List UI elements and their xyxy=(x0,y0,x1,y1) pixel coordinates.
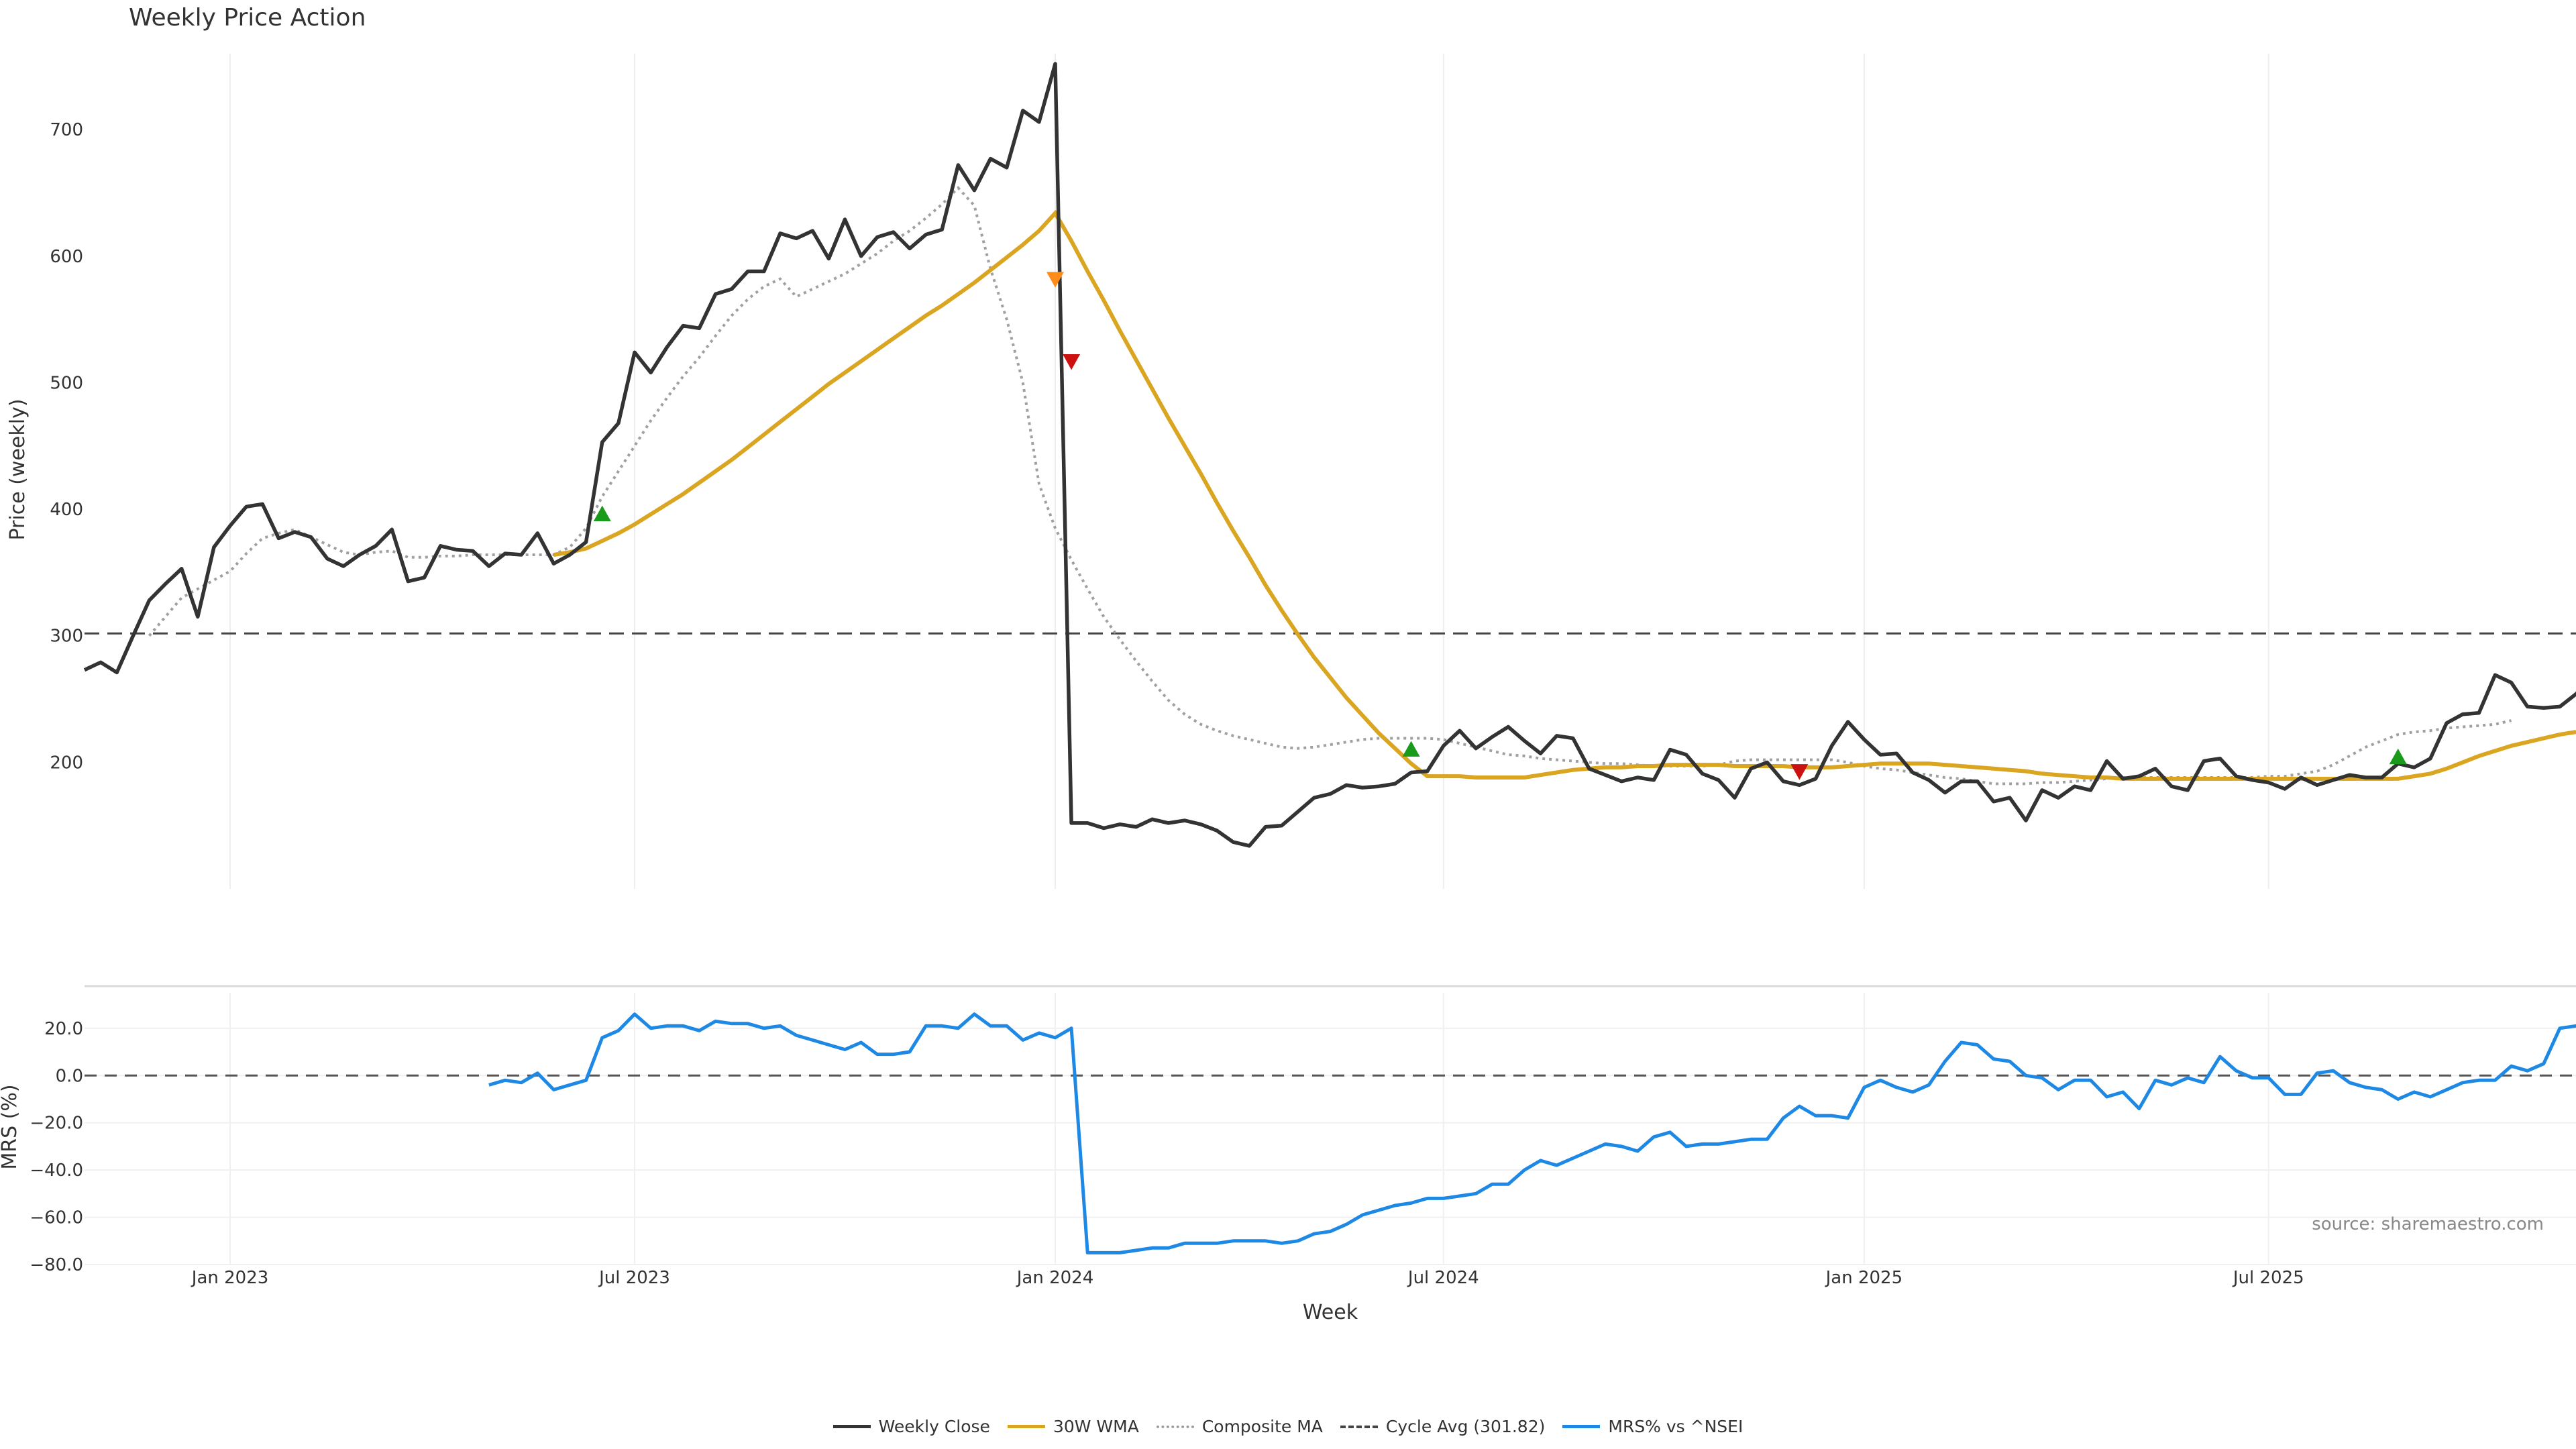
x-tick-label: Jan 2025 xyxy=(1825,1268,1903,1288)
mrs-y-tick-label: −60.0 xyxy=(30,1208,83,1228)
x-tick-label: Jul 2024 xyxy=(1407,1268,1479,1288)
price-gridlines xyxy=(229,54,2269,889)
price-y-tick-label: 600 xyxy=(50,247,83,267)
price-y-tick-label: 400 xyxy=(50,500,83,520)
legend: Weekly Close 30W WMA Composite MA Cycle … xyxy=(0,1417,2576,1436)
price-y-axis-label: Price (weekly) xyxy=(6,398,30,540)
legend-label-mrs: MRS% vs ^NSEI xyxy=(1608,1417,1743,1436)
x-tick-label: Jul 2023 xyxy=(598,1268,670,1288)
legend-item-close: Weekly Close xyxy=(833,1417,990,1436)
legend-swatch-wma xyxy=(1007,1425,1045,1428)
legend-label-wma: 30W WMA xyxy=(1053,1417,1139,1436)
buy-signal-marker xyxy=(2389,748,2407,765)
warn-signal-marker xyxy=(1046,272,1065,288)
composite-ma-line xyxy=(148,186,2512,786)
mrs-y-tick-label: −80.0 xyxy=(30,1255,83,1275)
legend-swatch-composite xyxy=(1156,1425,1194,1428)
mrs-y-tick-label: −20.0 xyxy=(30,1114,83,1134)
mrs-y-tick-label: −40.0 xyxy=(30,1161,83,1181)
legend-item-composite: Composite MA xyxy=(1156,1417,1323,1436)
mrs-gridlines xyxy=(85,993,2576,1265)
legend-label-cycle: Cycle Avg (301.82) xyxy=(1385,1417,1546,1436)
x-axis-label: Week xyxy=(1303,1301,1358,1324)
legend-item-wma: 30W WMA xyxy=(1007,1417,1139,1436)
x-tick-label: Jan 2024 xyxy=(1016,1268,1094,1288)
legend-item-cycle: Cycle Avg (301.82) xyxy=(1340,1417,1546,1436)
buy-signal-marker xyxy=(593,505,611,522)
weekly-close-line xyxy=(83,62,2576,848)
legend-swatch-close xyxy=(833,1425,871,1428)
wma-30w-line xyxy=(553,209,2576,781)
legend-label-close: Weekly Close xyxy=(878,1417,990,1436)
price-y-ticks: 200 300 400 500 600 700 xyxy=(50,120,83,773)
mrs-y-axis-label: MRS (%) xyxy=(0,1084,21,1169)
sell-signal-marker xyxy=(1063,354,1081,370)
mrs-y-ticks: −80.0 −60.0 −40.0 −20.0 0.0 20.0 xyxy=(30,1019,83,1275)
chart-title: Weekly Price Action xyxy=(129,4,366,32)
source-attribution: source: sharemaestro.com xyxy=(2312,1214,2544,1234)
sell-signal-marker xyxy=(1790,764,1809,780)
x-tick-label: Jul 2025 xyxy=(2232,1268,2304,1288)
x-tick-label: Jan 2023 xyxy=(191,1268,269,1288)
x-axis-ticks: Jan 2023 Jul 2023 Jan 2024 Jul 2024 Jan 2025… xyxy=(191,1268,2304,1288)
legend-swatch-cycle xyxy=(1340,1425,1378,1428)
signal-markers xyxy=(593,272,2407,780)
buy-signal-marker xyxy=(1402,741,1420,757)
legend-swatch-mrs xyxy=(1562,1425,1601,1428)
price-y-tick-label: 700 xyxy=(50,120,83,140)
mrs-line xyxy=(488,1012,2576,1254)
mrs-y-tick-label: 0.0 xyxy=(56,1066,83,1086)
mrs-y-tick-label: 20.0 xyxy=(44,1019,83,1039)
legend-item-mrs: MRS% vs ^NSEI xyxy=(1562,1417,1743,1436)
price-y-tick-label: 300 xyxy=(50,627,83,647)
legend-label-composite: Composite MA xyxy=(1201,1417,1323,1436)
price-y-tick-label: 200 xyxy=(50,753,83,773)
price-y-tick-label: 500 xyxy=(50,373,83,393)
